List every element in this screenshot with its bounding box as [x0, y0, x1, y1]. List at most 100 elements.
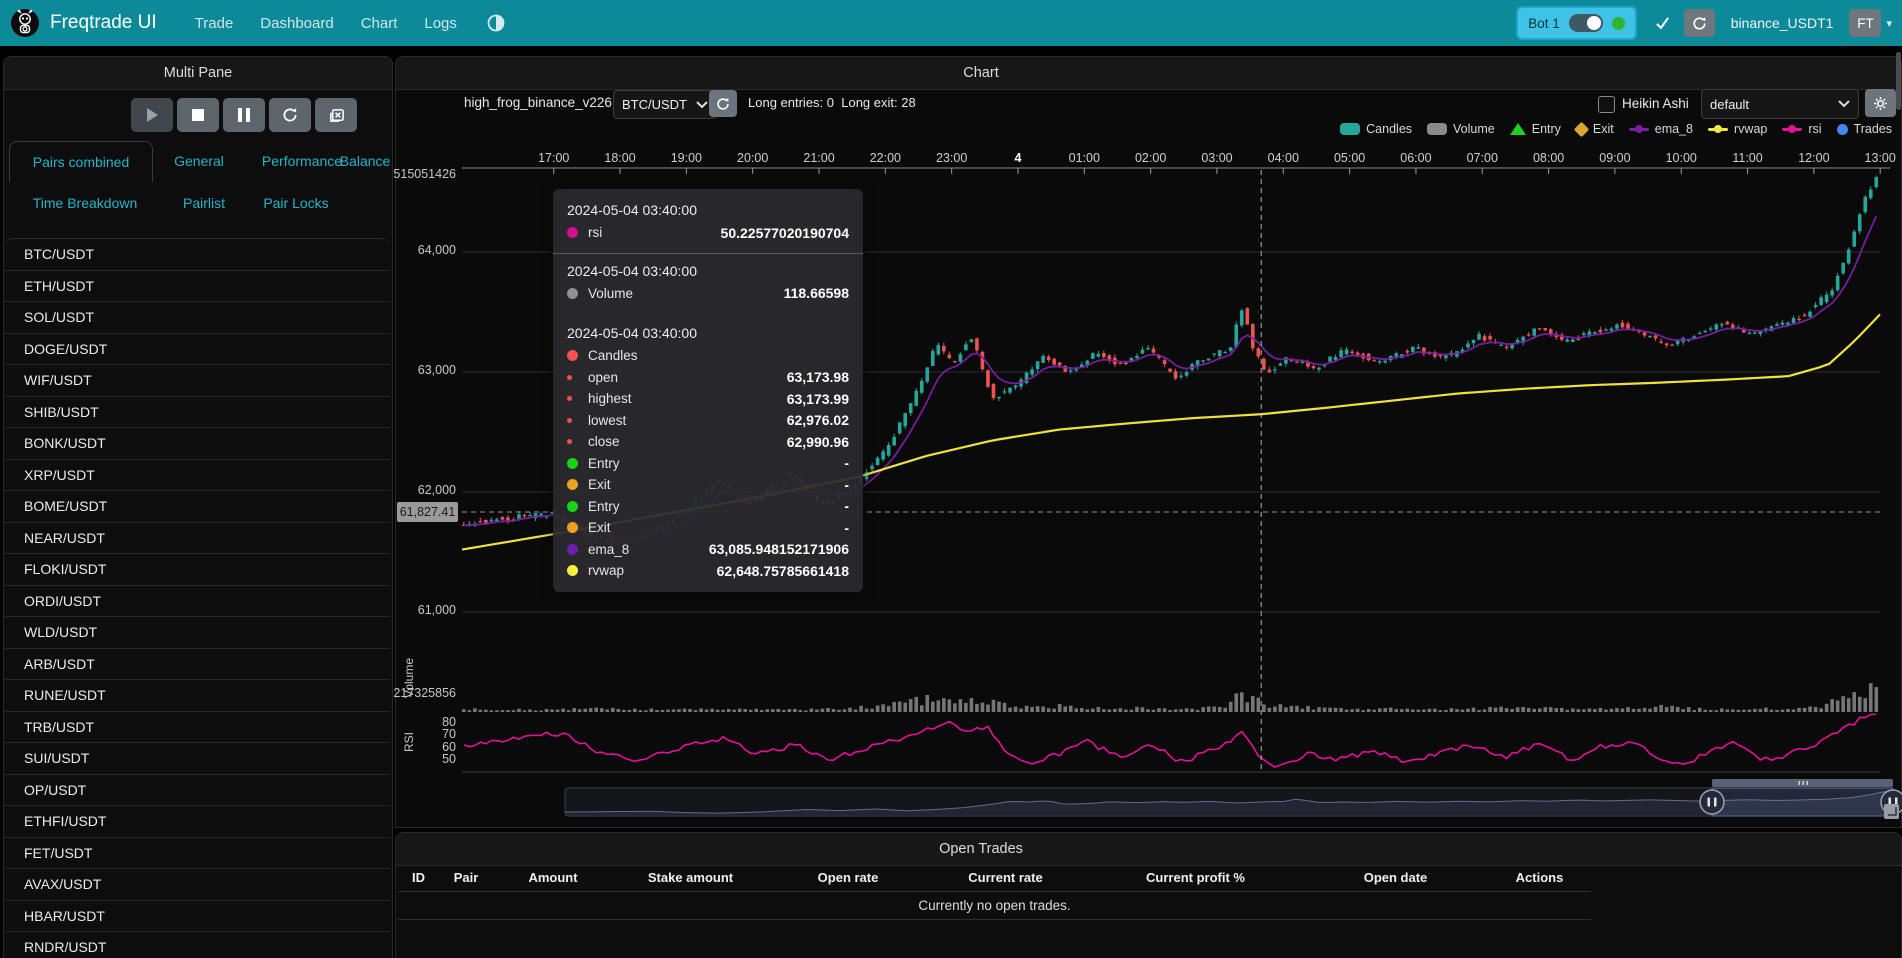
legend-item-trades[interactable]: Trades — [1836, 122, 1892, 136]
pair-list-item[interactable]: WIF/USDT — [4, 365, 390, 397]
pair-list-item[interactable]: RUNE/USDT — [4, 680, 390, 712]
chevron-down-icon: ▾ — [1886, 17, 1892, 30]
series-dot-icon — [567, 543, 580, 555]
pair-list-item[interactable]: FLOKI/USDT — [4, 554, 390, 586]
plot-config-value: default — [1710, 96, 1750, 112]
tooltip-series-value: - — [844, 519, 849, 536]
pair-select[interactable]: BTC/USDT — [613, 90, 717, 119]
brand: Freqtrade UI — [10, 8, 157, 38]
navbar: Freqtrade UI Trade Dashboard Chart Logs … — [0, 0, 1902, 46]
pair-list-item[interactable]: ARB/USDT — [4, 649, 390, 680]
nav-link-trade[interactable]: Trade — [194, 14, 234, 32]
navbar-right: Bot 1 binance_USDT1 FT ▾ — [1516, 6, 1902, 40]
pair-list-item[interactable]: XRP/USDT — [4, 460, 390, 491]
open-trades-panel: Open Trades ID Pair Amount Stake amount Open… — [395, 832, 1902, 958]
legend-item-entry[interactable]: Entry — [1509, 122, 1561, 136]
tooltip-row: Volume 118.66598 — [567, 283, 849, 305]
tab-time-breakdown[interactable]: Time Breakdown — [32, 195, 138, 211]
pair-list-item[interactable]: BOME/USDT — [4, 491, 390, 523]
pair-list-item[interactable]: BTC/USDT — [4, 239, 390, 271]
tooltip-timestamp: 2024-05-04 03:40:00 — [567, 325, 697, 341]
series-dot-icon — [567, 374, 580, 380]
legend-label: Entry — [1531, 122, 1561, 136]
play-icon — [146, 108, 158, 122]
series-dot-icon — [567, 396, 580, 402]
pair-list-item[interactable]: ETH/USDT — [4, 271, 390, 302]
tooltip-row: Entry - — [567, 496, 849, 518]
pair-list-item[interactable]: OP/USDT — [4, 775, 390, 806]
rect-swatch-icon — [1340, 123, 1361, 135]
legend-item-ema_8[interactable]: ema_8 — [1628, 122, 1693, 136]
tooltip-series-label: highest — [588, 391, 632, 407]
pair-list-item[interactable]: DOGE/USDT — [4, 334, 390, 365]
pair-list-item[interactable]: TRB/USDT — [4, 712, 390, 743]
pair-list-item[interactable]: ETHFI/USDT — [4, 806, 390, 838]
open-trades-header: Open Trades — [396, 833, 1901, 866]
legend-label: ema_8 — [1654, 122, 1693, 136]
pair-list-item[interactable]: SUI/USDT — [4, 743, 390, 775]
pair-list-item[interactable]: RNDR/USDT — [4, 932, 390, 958]
series-dot-icon — [567, 439, 580, 445]
page-scrollbar-thumb[interactable] — [1896, 52, 1901, 110]
plot-settings-button[interactable] — [1865, 89, 1896, 117]
tooltip-series-value: 62,976.02 — [786, 412, 849, 429]
user-avatar[interactable]: FT — [1849, 9, 1882, 37]
tooltip-row: lowest 62,976.02 — [567, 410, 849, 432]
rect-swatch-icon — [1427, 123, 1448, 135]
tooltip-series-label: rvwap — [588, 563, 625, 579]
refresh-chart-button[interactable] — [709, 90, 737, 117]
pair-list-item[interactable]: ORDI/USDT — [4, 586, 390, 617]
tab-pairlist[interactable]: Pairlist — [182, 195, 225, 211]
diamond-swatch-icon — [1573, 121, 1590, 137]
pair-list-item[interactable]: NEAR/USDT — [4, 523, 390, 554]
forced-exit-icon — [329, 108, 344, 122]
pair-list-item[interactable]: HBAR/USDT — [4, 901, 390, 932]
nav-link-dashboard[interactable]: Dashboard — [260, 14, 334, 32]
datazoom-left-handle[interactable] — [1699, 789, 1725, 815]
pair-list-item[interactable]: SOL/USDT — [4, 302, 390, 334]
pair-list-item[interactable]: FET/USDT — [4, 838, 390, 869]
tab-performance[interactable]: Performance — [261, 153, 343, 169]
column-header-current-profit-: Current profit % — [1146, 869, 1245, 885]
heikin-ashi-checkbox[interactable] — [1598, 96, 1615, 113]
nav-link-chart[interactable]: Chart — [360, 14, 398, 32]
tab-general[interactable]: General — [174, 153, 224, 169]
reload-config-button[interactable] — [269, 98, 311, 132]
legend-item-volume[interactable]: Volume — [1427, 122, 1495, 136]
datazoom-window[interactable] — [1711, 787, 1894, 817]
tooltip-divider — [553, 252, 863, 254]
series-dot-icon — [567, 287, 580, 299]
tooltip-row: Exit - — [567, 474, 849, 496]
pause-icon — [238, 108, 250, 122]
reload-bot-button[interactable] — [1683, 9, 1715, 37]
nav-link-logs[interactable]: Logs — [424, 14, 457, 32]
bot-selector[interactable]: Bot 1 — [1516, 6, 1637, 40]
tooltip-series-value: 62,648.75785661418 — [716, 562, 849, 579]
line-swatch-icon — [1708, 125, 1728, 133]
pair-list-item[interactable]: AVAX/USDT — [4, 869, 390, 901]
tooltip-series-value: 63,085.948152171906 — [708, 541, 849, 558]
tooltip-series-value: 63,173.99 — [786, 390, 849, 407]
pause-bot-button[interactable] — [223, 98, 265, 132]
pair-list-item[interactable]: BONK/USDT — [4, 428, 390, 460]
tab-pair-locks[interactable]: Pair Locks — [263, 195, 329, 211]
legend-item-rsi[interactable]: rsi — [1782, 122, 1822, 136]
theme-toggle-icon[interactable] — [486, 13, 506, 33]
legend-item-exit[interactable]: Exit — [1573, 121, 1614, 137]
forced-exit-button[interactable] — [315, 98, 357, 132]
multi-pane-panel: Multi Pane Pairs combined General Perfor… — [3, 56, 393, 958]
tab-balance[interactable]: Balance — [339, 153, 391, 169]
bot-enable-toggle[interactable] — [1568, 14, 1603, 32]
start-bot-button[interactable] — [131, 98, 173, 132]
pair-list-item[interactable]: WLD/USDT — [4, 617, 390, 649]
plot-config-select[interactable]: default — [1701, 89, 1859, 119]
legend-item-candles[interactable]: Candles — [1340, 122, 1412, 136]
pair-list-item[interactable]: SHIB/USDT — [4, 397, 390, 428]
brand-title: Freqtrade UI — [50, 12, 157, 33]
tooltip-row: open 63,173.98 — [567, 367, 849, 389]
tab-pairs-combined[interactable]: Pairs combined — [9, 141, 153, 182]
legend-item-rvwap[interactable]: rvwap — [1708, 122, 1767, 136]
tooltip-series-label: Exit — [588, 477, 611, 493]
stop-bot-button[interactable] — [177, 98, 219, 132]
